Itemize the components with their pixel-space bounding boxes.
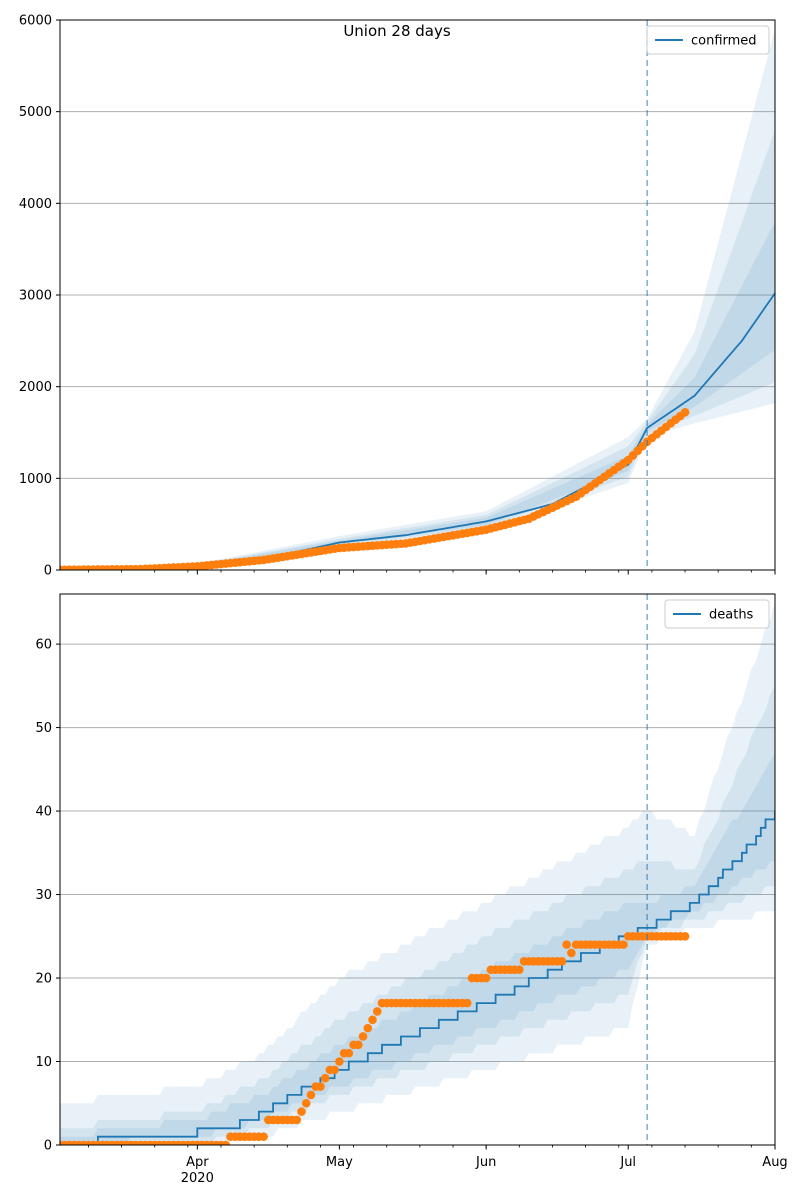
axes-frame [59, 19, 776, 571]
observed-point [372, 1007, 382, 1016]
observed-point [344, 1048, 354, 1058]
y-tick-label: 0 [44, 564, 52, 579]
observed-point [619, 940, 628, 949]
legend-label: confirmed [691, 34, 757, 49]
observed-point [680, 931, 690, 941]
plot-area [60, 29, 775, 570]
observed-point [221, 1140, 231, 1145]
y-tick-label: 0 [44, 1139, 52, 1154]
y-tick-label: 30 [35, 888, 52, 903]
observed-point [481, 973, 491, 983]
y-tick-label: 10 [35, 1055, 52, 1070]
uncertainty-band [60, 130, 775, 570]
observed-point [462, 998, 472, 1008]
observed-point [680, 408, 690, 417]
plot-area [60, 602, 775, 1145]
observed-point [320, 1073, 330, 1083]
uncertainty-band [60, 29, 775, 570]
observed-point [259, 1132, 268, 1141]
y-tick-label: 2000 [19, 380, 52, 395]
x-tick-label: Jun [475, 1155, 496, 1170]
y-tick-label: 5000 [19, 105, 52, 120]
x-tick-label: Apr [186, 1155, 209, 1170]
observed-point [557, 957, 567, 966]
x-tick-label: Jul [619, 1155, 636, 1170]
observed-point [354, 1040, 363, 1050]
legend: deaths [664, 599, 770, 629]
observed-point [567, 948, 576, 958]
observed-point [363, 1023, 373, 1033]
y-tick-label: 6000 [19, 14, 52, 29]
y-tick-label: 60 [35, 638, 52, 653]
observed-point [562, 940, 571, 949]
legend: confirmed [646, 25, 770, 55]
uncertainty-band [60, 752, 775, 1145]
observed-point [368, 1015, 377, 1025]
y-tick-label: 50 [35, 721, 52, 736]
x-tick-year-label: 2020 [181, 1171, 214, 1186]
chart-panel-confirmed: 0 1000 2000 3000 4000 5000 6000 confirmed [19, 14, 776, 579]
observed-point [316, 1082, 325, 1091]
legend-box [664, 599, 770, 629]
legend-box [646, 25, 770, 55]
y-tick-label: 40 [35, 805, 52, 820]
y-tick-label: 20 [35, 972, 52, 987]
y-tick-label: 4000 [19, 197, 52, 212]
uncertainty-band [60, 685, 775, 1145]
observed-point [297, 1107, 306, 1116]
axes-frame [59, 593, 776, 1146]
observed-point [515, 965, 524, 974]
chart-title: Union 28 days [343, 22, 451, 40]
y-tick-label: 1000 [19, 472, 52, 487]
x-tick-label: May [326, 1155, 353, 1170]
observed-point [358, 1032, 368, 1041]
x-tick-label: Aug [762, 1155, 787, 1170]
y-tick-label: 3000 [19, 289, 52, 304]
observed-point [292, 1115, 302, 1125]
observed-point [301, 1098, 311, 1108]
uncertainty-band [60, 602, 775, 1145]
observed-point [330, 1065, 339, 1075]
observed-point [306, 1090, 316, 1100]
observed-point [335, 1057, 344, 1066]
legend-label: deaths [709, 608, 754, 623]
model-median-line [60, 811, 775, 1145]
